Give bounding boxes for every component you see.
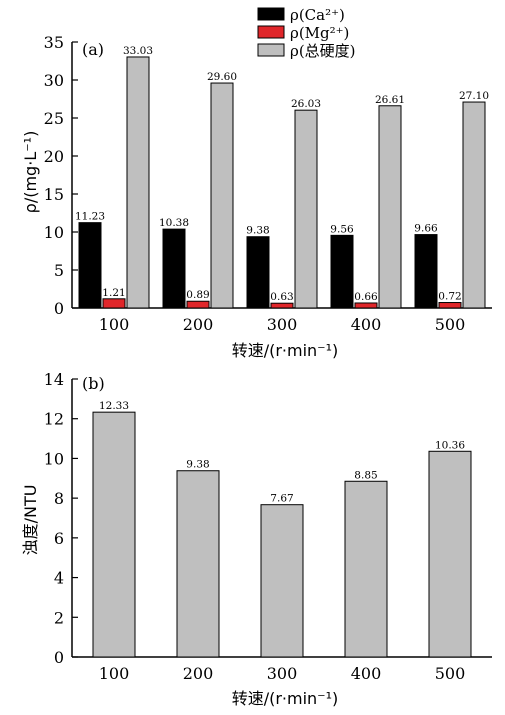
x-tick-label: 300 xyxy=(267,315,298,334)
y-tick-label: 14 xyxy=(44,370,64,389)
bar xyxy=(462,101,486,309)
data-label: 10.38 xyxy=(159,217,189,229)
bar xyxy=(246,236,270,309)
x-tick-label: 500 xyxy=(435,315,466,334)
bar xyxy=(78,222,102,309)
bar xyxy=(260,504,304,658)
legend-label: ρ(Ca²⁺) xyxy=(290,6,345,24)
data-label: 8.85 xyxy=(354,469,377,481)
y-tick-label: 15 xyxy=(44,185,64,204)
data-label: 9.38 xyxy=(186,459,209,471)
panel-a-chart: (a) ρ/(mg·L⁻¹) 转速/(r·min⁻¹) ρ(Ca²⁺)ρ(Mg²… xyxy=(21,6,492,360)
data-label: 1.21 xyxy=(102,287,125,299)
legend-label: ρ(总硬度) xyxy=(290,42,356,60)
data-label: 9.38 xyxy=(246,225,269,237)
y-tick-label: 4 xyxy=(54,569,64,588)
legend-swatch xyxy=(257,7,285,21)
data-label: 0.72 xyxy=(438,291,461,303)
panel-b-tag: (b) xyxy=(82,374,105,393)
y-tick-label: 0 xyxy=(54,299,64,318)
legend-swatch xyxy=(257,43,285,57)
bar xyxy=(354,302,378,309)
y-tick-label: 6 xyxy=(54,529,64,548)
legend-swatch xyxy=(257,25,285,39)
data-label: 12.33 xyxy=(99,400,129,412)
x-tick-label: 500 xyxy=(435,664,466,683)
data-label: 7.67 xyxy=(270,493,293,505)
panel-a-legend: ρ(Ca²⁺)ρ(Mg²⁺)ρ(总硬度) xyxy=(257,6,356,60)
x-tick-label: 100 xyxy=(99,315,130,334)
legend-label: ρ(Mg²⁺) xyxy=(290,24,349,42)
panel-a-y-axis-label: ρ/(mg·L⁻¹) xyxy=(21,131,40,214)
y-tick-label: 8 xyxy=(54,489,64,508)
y-tick-label: 5 xyxy=(54,261,64,280)
bar xyxy=(186,300,210,309)
panel-b-y-axis-label: 浊度/NTU xyxy=(21,485,40,556)
y-tick-label: 0 xyxy=(54,648,64,667)
bar xyxy=(176,470,220,658)
data-label: 29.60 xyxy=(207,71,237,83)
bar xyxy=(378,105,402,309)
y-tick-label: 25 xyxy=(44,109,64,128)
bar xyxy=(92,411,136,658)
data-label: 0.66 xyxy=(354,291,378,303)
bar xyxy=(102,298,126,309)
data-label: 33.03 xyxy=(123,45,153,57)
data-label: 26.03 xyxy=(291,98,321,110)
bar xyxy=(438,302,462,309)
panel-b-x-axis-label: 转速/(r·min⁻¹) xyxy=(232,689,339,708)
x-tick-label: 300 xyxy=(267,664,298,683)
y-tick-label: 10 xyxy=(44,449,64,468)
x-tick-label: 400 xyxy=(351,664,382,683)
bar xyxy=(330,234,354,309)
data-label: 9.66 xyxy=(414,223,438,235)
bar xyxy=(294,109,318,309)
bar xyxy=(414,234,438,309)
x-tick-label: 400 xyxy=(351,315,382,334)
y-tick-label: 20 xyxy=(44,147,64,166)
data-label: 0.63 xyxy=(270,291,293,303)
x-tick-label: 200 xyxy=(183,664,214,683)
data-label: 9.56 xyxy=(330,223,354,235)
y-tick-label: 10 xyxy=(44,223,64,242)
bar xyxy=(428,450,472,658)
bar xyxy=(344,480,388,658)
y-tick-label: 12 xyxy=(44,410,64,429)
bar xyxy=(126,56,150,309)
x-tick-label: 100 xyxy=(99,664,130,683)
data-label: 0.89 xyxy=(186,289,209,301)
panel-a-x-axis-label: 转速/(r·min⁻¹) xyxy=(232,341,339,360)
y-tick-label: 35 xyxy=(44,33,64,52)
panel-a-tag: (a) xyxy=(82,40,104,59)
data-label: 27.10 xyxy=(459,90,489,102)
bar xyxy=(162,228,186,309)
data-label: 26.61 xyxy=(375,94,405,106)
y-tick-label: 2 xyxy=(54,608,64,627)
data-label: 11.23 xyxy=(75,211,105,223)
y-tick-label: 30 xyxy=(44,71,64,90)
panel-b-chart: (b) 浊度/NTU 转速/(r·min⁻¹) 0 2 4 6 8 10 12 14 100 20… xyxy=(21,370,492,708)
x-tick-label: 200 xyxy=(183,315,214,334)
bar xyxy=(210,82,234,309)
bar xyxy=(270,302,294,309)
data-label: 10.36 xyxy=(435,439,465,451)
